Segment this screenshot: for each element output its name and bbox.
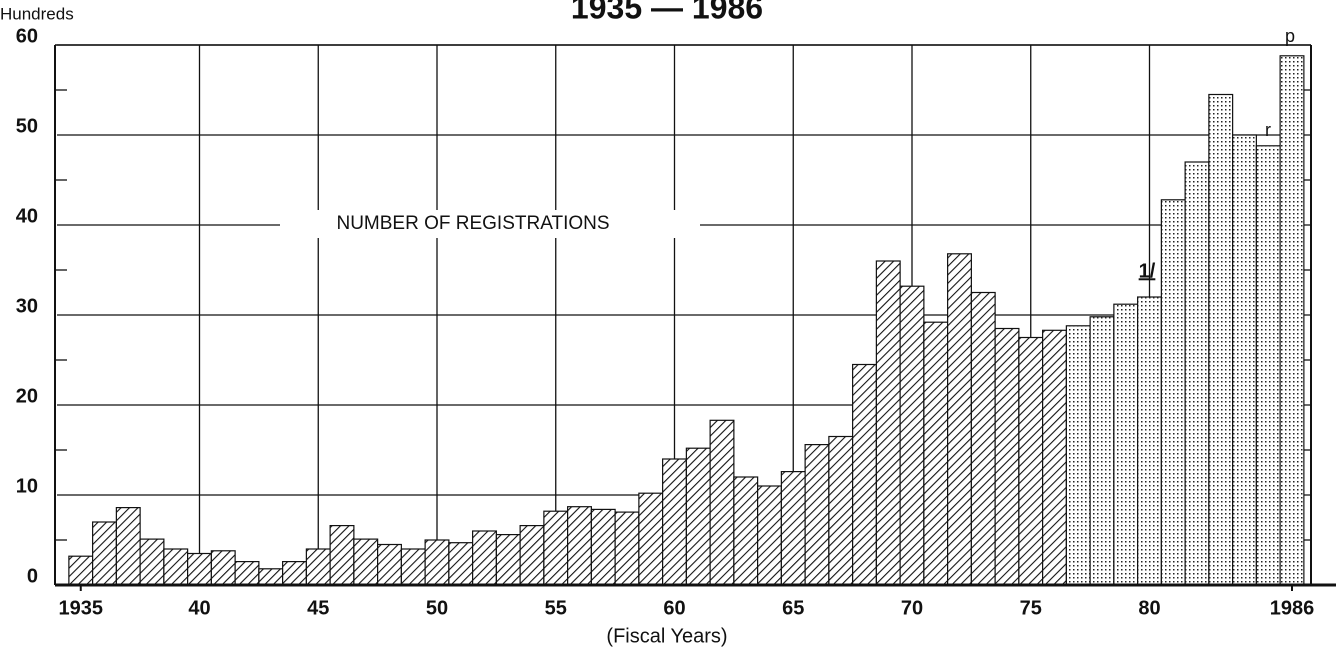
bar: [1208, 93, 1234, 586]
bar: [780, 471, 806, 586]
chart-title: 1935 — 1986: [571, 0, 763, 25]
bar: [662, 458, 687, 586]
bar: [1255, 145, 1281, 586]
x-axis-label: (Fiscal Years): [606, 625, 727, 647]
bar: [1184, 161, 1210, 586]
annotation: 1/: [1139, 260, 1156, 282]
bar: [210, 550, 236, 586]
x-tick-label: 1986: [1270, 597, 1315, 619]
y-tick-label: 10: [16, 475, 38, 497]
bar: [1089, 316, 1115, 586]
x-tick-label: 55: [545, 597, 567, 619]
y-tick-label: 40: [16, 205, 38, 227]
y-tick-label: 20: [16, 385, 38, 407]
bar: [305, 548, 331, 586]
bar: [400, 548, 426, 586]
bar: [1065, 325, 1091, 586]
y-tick-label: 0: [27, 565, 38, 587]
bar: [258, 568, 284, 586]
x-tick-label: 65: [782, 597, 804, 619]
bar: [519, 524, 545, 586]
y-tick-label: 50: [16, 115, 38, 137]
bar: [638, 492, 664, 586]
bar: [1018, 336, 1044, 586]
bar: [828, 435, 854, 586]
y-tick-label: 30: [16, 295, 38, 317]
bar: [590, 508, 616, 586]
bar: [448, 542, 474, 586]
bar: [1160, 199, 1186, 586]
bar: [92, 521, 117, 586]
bar: [424, 539, 450, 586]
bar: [1279, 55, 1305, 586]
bar: [1042, 329, 1067, 586]
bar: [899, 285, 925, 586]
bar: [1232, 134, 1257, 586]
bar: [187, 552, 212, 586]
x-tick-label: 45: [307, 597, 329, 619]
bar: [614, 511, 640, 586]
bar: [377, 543, 402, 586]
bar: [733, 476, 759, 586]
x-tick-label: 1935: [59, 597, 104, 619]
y-tick-label: 60: [16, 25, 38, 47]
bar: [234, 560, 260, 586]
x-tick-label: 70: [901, 597, 923, 619]
bar: [685, 447, 711, 586]
bar: [852, 363, 877, 586]
bar: [1137, 296, 1162, 586]
label-bg: [280, 210, 700, 238]
bar: [709, 419, 735, 586]
bar: [543, 510, 569, 586]
bar: [353, 538, 379, 586]
y-unit: Hundreds: [0, 4, 74, 23]
x-tick-label: 40: [188, 597, 210, 619]
annotation: NUMBER OF REGISTRATIONS: [336, 213, 609, 234]
bar: [282, 560, 307, 586]
bar: [115, 507, 141, 586]
bar: [804, 444, 830, 586]
bar: [163, 548, 189, 586]
bar: [970, 291, 996, 586]
x-tick-label: 80: [1138, 597, 1160, 619]
x-tick-label: 50: [426, 597, 448, 619]
bar: [139, 538, 165, 586]
bar: [68, 555, 94, 586]
bar: [495, 533, 521, 586]
bar: [994, 327, 1020, 586]
annotation: p: [1285, 26, 1295, 46]
annotation: r: [1265, 120, 1271, 140]
x-tick-label: 60: [663, 597, 685, 619]
bar: [947, 253, 972, 586]
bar: [757, 485, 782, 586]
bar: [329, 524, 355, 586]
bar: [875, 260, 901, 586]
bar: [1113, 303, 1139, 586]
bar: [567, 506, 592, 586]
x-tick-label: 75: [1020, 597, 1042, 619]
bar: [472, 530, 497, 586]
bar: [923, 321, 949, 586]
